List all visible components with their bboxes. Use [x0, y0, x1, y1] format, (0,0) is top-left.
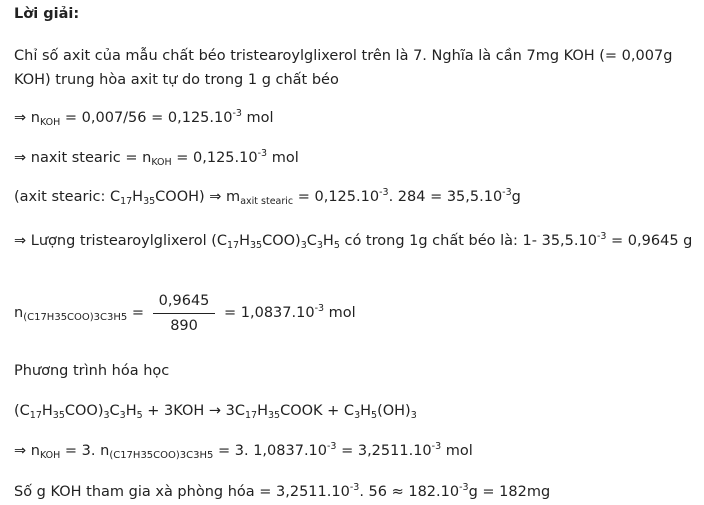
line-tristearin-mass: ⇒ Lượng tristearoylglixerol (C17H35COO)3… — [14, 231, 693, 251]
line-chemical-equation: (C17H35COO)3C3H5 + 3KOH → 3C17H35COOK + … — [14, 403, 417, 421]
heading-chemical-equation: Phương trình hóa học — [14, 363, 170, 379]
line-mass-stearic-acid: (axit stearic: C17H35COOH) ⇒ maxit stear… — [14, 187, 521, 207]
solution-title: Lời giải: — [14, 6, 80, 22]
line-n-tristearin: n(C17H35COO)3C3H5 = 0,9645 890 = 1,0837.1… — [14, 291, 356, 336]
line-n-koh-saponification: ⇒ nKOH = 3. n(C17H35COO)3C3H5 = 3. 1,083… — [14, 441, 473, 461]
line-n-stearic-acid: ⇒ naxit stearic = nKOH = 0,125.10-3 mol — [14, 148, 299, 168]
line-koh-mass-result: Số g KOH tham gia xà phòng hóa = 3,2511.… — [14, 482, 551, 500]
line-n-koh: ⇒ nKOH = 0,007/56 = 0,125.10-3 mol — [14, 108, 274, 128]
fraction: 0,9645 890 — [152, 291, 216, 336]
paragraph-acid-index: Chỉ số axit của mẫu chất béo tristearoyl… — [14, 48, 673, 88]
